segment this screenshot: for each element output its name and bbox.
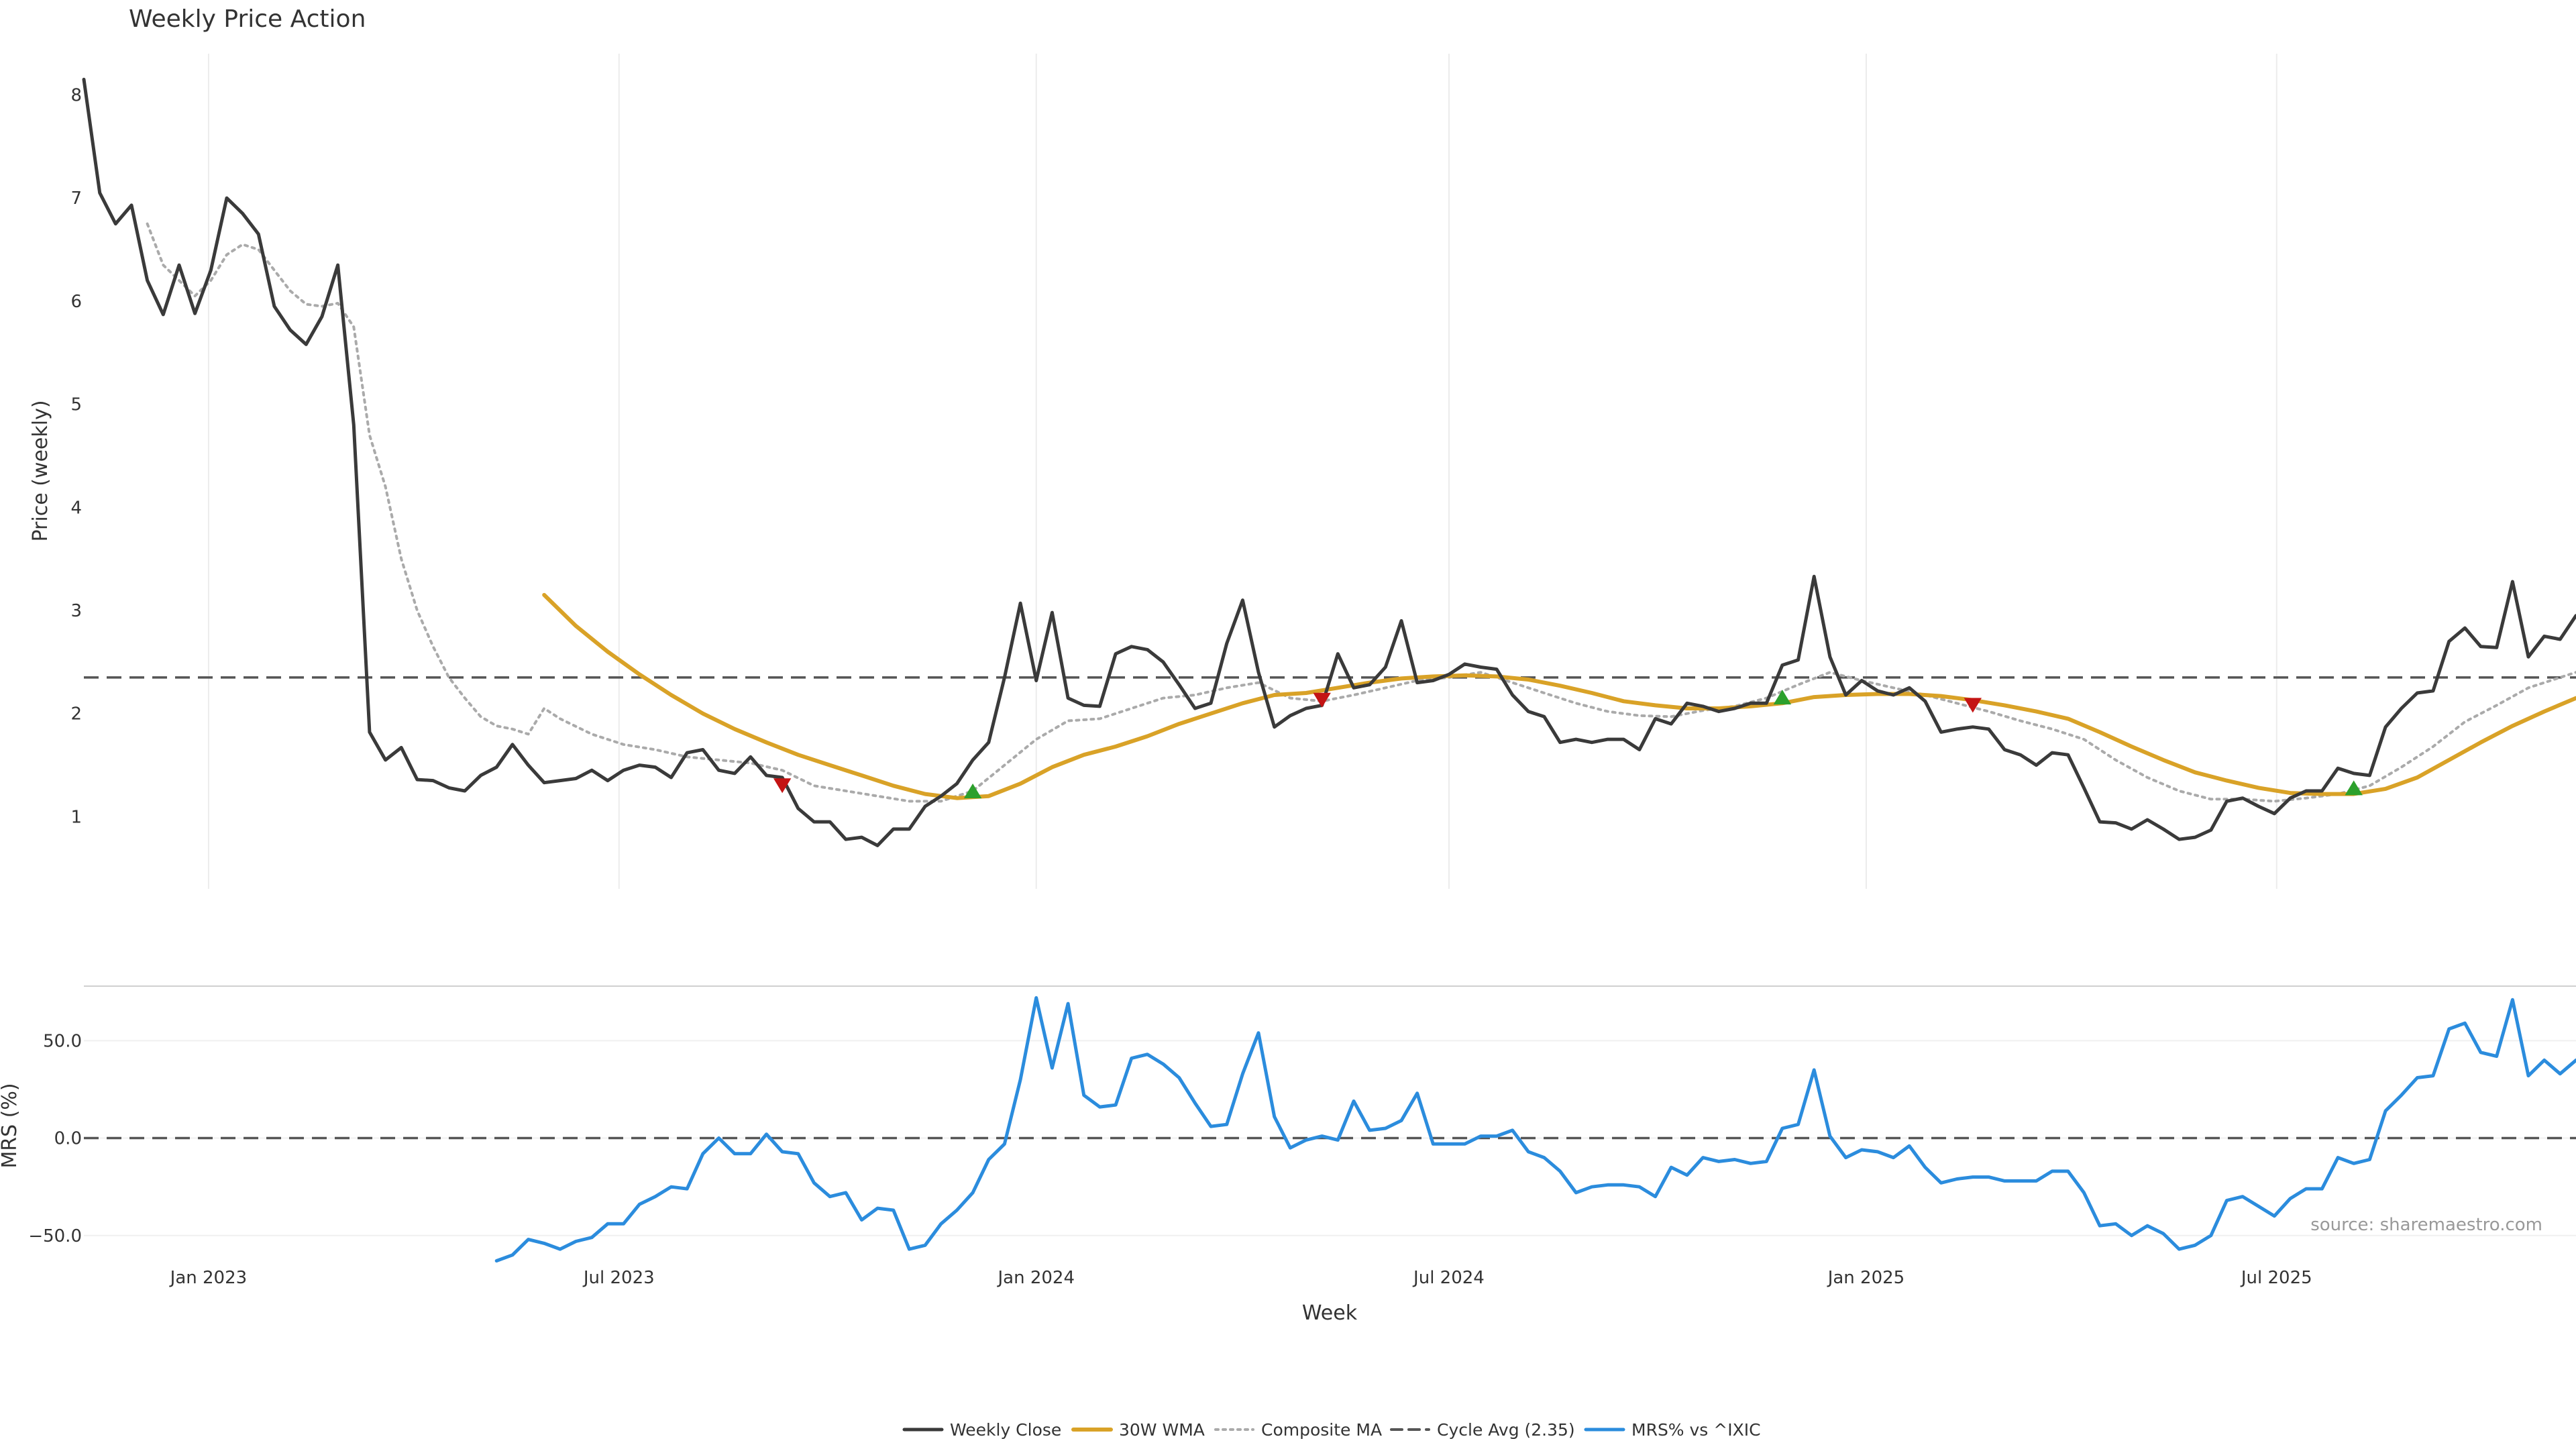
- bottom-y-tick-label: 0.0: [54, 1129, 82, 1149]
- legend-label: MRS% vs ^IXIC: [1631, 1420, 1761, 1440]
- top-y-tick-label: 7: [70, 189, 82, 209]
- weekly-close-series: [82, 77, 2576, 847]
- legend: Weekly Close 30W WMA Composite MA Cycle Avg…: [902, 1420, 1761, 1440]
- mrs-series: [494, 996, 2576, 1263]
- sell-signal-marker: [1964, 698, 1982, 713]
- top-y-tick-label: 6: [70, 292, 82, 312]
- bottom-y-axis-label: MRS (%): [0, 1083, 21, 1168]
- bottom-y-tick-label: 50.0: [43, 1031, 82, 1051]
- x-tick-label: Jan 2024: [996, 1268, 1075, 1288]
- x-tick-label: Jul 2024: [1412, 1268, 1485, 1288]
- x-tick-label: Jan 2025: [1827, 1268, 1905, 1288]
- x-tick-label: Jan 2023: [169, 1268, 248, 1288]
- buy-signal-marker: [1773, 690, 1792, 705]
- signal-markers: [773, 690, 2363, 798]
- bottom-y-tick-label: −50.0: [28, 1226, 82, 1246]
- wma-30w-series: [542, 592, 2576, 800]
- top-y-tick-label: 4: [70, 498, 82, 518]
- chart-title: Weekly Price Action: [129, 5, 366, 33]
- sell-signal-marker: [1313, 692, 1331, 708]
- sell-signal-marker: [773, 778, 792, 794]
- buy-signal-marker: [2345, 780, 2363, 796]
- reference-lines: [84, 676, 2576, 1140]
- x-tick-label: Jul 2025: [2240, 1268, 2312, 1288]
- legend-label: Cycle Avg (2.35): [1437, 1420, 1575, 1440]
- top-y-tick-label: 1: [70, 807, 82, 827]
- chart-grid: [84, 54, 2576, 1236]
- buy-signal-marker: [963, 783, 982, 798]
- x-axis-label: Week: [1302, 1301, 1358, 1325]
- top-y-tick-label: 8: [70, 85, 82, 105]
- series-layer: [82, 77, 2576, 1263]
- chart-text: Jan 2023 Jul 2023 Jan 2024 Jul 2024 Jan 2025…: [0, 5, 2542, 1325]
- composite-ma-series: [146, 222, 2576, 803]
- legend-label: Composite MA: [1261, 1420, 1382, 1440]
- top-y-tick-label: 3: [70, 601, 82, 621]
- legend-label: 30W WMA: [1119, 1420, 1205, 1440]
- source-note: source: sharemaestro.com: [2310, 1215, 2542, 1235]
- top-y-tick-label: 5: [70, 395, 82, 415]
- x-tick-label: Jul 2023: [582, 1268, 655, 1288]
- top-y-tick-label: 2: [70, 704, 82, 724]
- legend-label: Weekly Close: [950, 1420, 1061, 1440]
- top-y-axis-label: Price (weekly): [29, 400, 52, 541]
